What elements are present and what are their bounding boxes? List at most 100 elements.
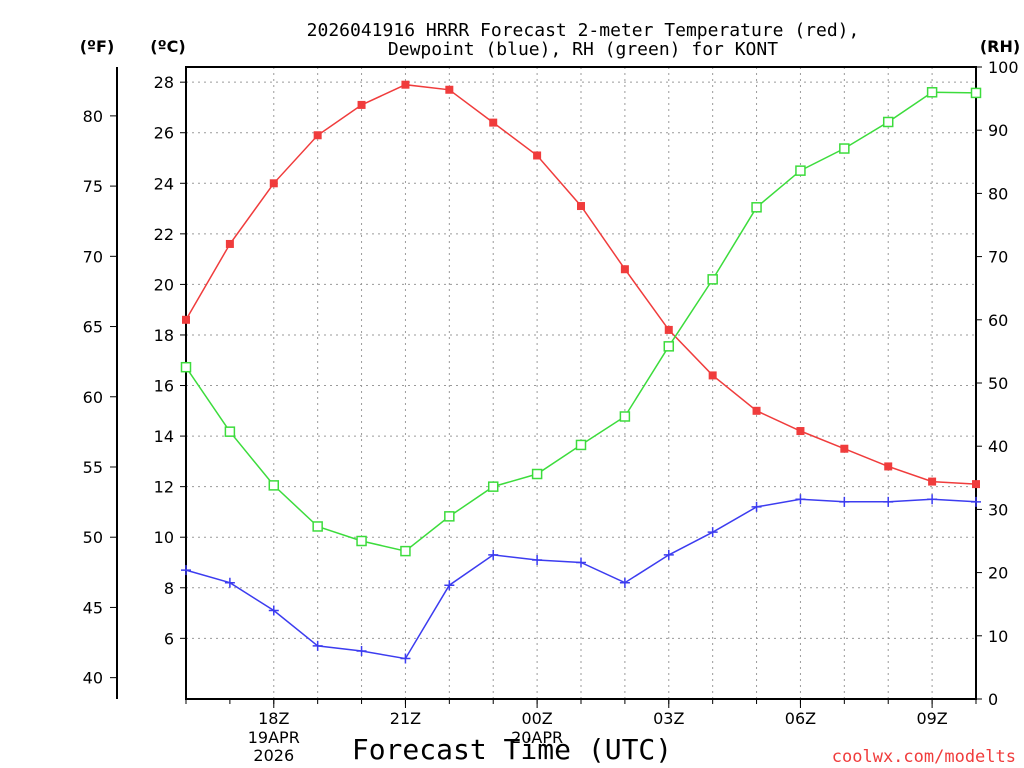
- dewpoint-point: [444, 580, 455, 591]
- rh-tick-label: 30: [988, 500, 1008, 519]
- temperature-point: [182, 315, 190, 324]
- watermark: coolwx.com/modelts: [832, 747, 1016, 767]
- chart-title-line2: Dewpoint (blue), RH (green) for KONT: [388, 39, 778, 60]
- temperature-point: [796, 427, 805, 436]
- rh-point: [926, 87, 938, 98]
- rh-point: [751, 202, 762, 213]
- celsius-tick-label: 20: [154, 275, 174, 294]
- rh-point: [882, 116, 894, 128]
- fahrenheit-tick-label: 70: [83, 247, 103, 266]
- rh-point: [795, 165, 806, 176]
- temperature-point: [620, 265, 629, 274]
- rh-unit-label: (RH): [980, 37, 1020, 56]
- fahrenheit-tick-label: 50: [83, 528, 103, 547]
- dewpoint-point: [181, 565, 191, 576]
- celsius-tick-label: 24: [154, 174, 174, 193]
- temperature-point: [577, 202, 585, 211]
- dewpoint-point: [707, 527, 718, 538]
- temperature-point: [752, 406, 761, 415]
- dewpoint-point: [400, 653, 411, 664]
- rh-tick-label: 0: [988, 690, 998, 709]
- rh-point: [444, 511, 455, 522]
- celsius-tick-label: 12: [154, 478, 174, 497]
- dewpoint-point: [488, 549, 499, 560]
- temperature-point: [928, 477, 937, 486]
- celsius-tick-label: 26: [154, 124, 174, 143]
- celsius-tick-label: 10: [154, 528, 174, 547]
- temperature-point: [357, 100, 366, 109]
- x-tick-label: 06Z: [785, 709, 816, 728]
- temperature-point: [664, 325, 673, 334]
- rh-point: [400, 545, 411, 557]
- temperature-point: [313, 131, 322, 140]
- x-tick-label: 18Z: [258, 709, 289, 728]
- dewpoint-point: [576, 557, 586, 568]
- rh-point: [224, 426, 236, 437]
- dewpoint-point: [224, 577, 235, 588]
- rh-point: [531, 468, 543, 480]
- celsius-tick-label: 22: [154, 225, 174, 244]
- celsius-tick-label: 28: [154, 73, 174, 92]
- dewpoint-point: [663, 549, 674, 560]
- chart-title-line1: 2026041916 HRRR Forecast 2-meter Tempera…: [307, 20, 860, 41]
- x-tick-label: 21Z: [390, 709, 421, 728]
- celsius-tick-label: 8: [164, 579, 174, 598]
- temperature-point: [533, 151, 542, 160]
- x-tick-year-label: 2026: [253, 746, 294, 765]
- rh-tick-label: 40: [988, 437, 1008, 456]
- fahrenheit-unit-label: (ºF): [80, 37, 115, 56]
- dewpoint-point: [619, 577, 630, 588]
- dewpoint-point: [839, 496, 850, 507]
- rh-point: [707, 274, 718, 285]
- temperature-point: [972, 480, 980, 489]
- dewpoint-point: [356, 645, 367, 656]
- rh-point: [575, 439, 587, 451]
- rh-tick-label: 10: [988, 627, 1008, 646]
- fahrenheit-tick-label: 40: [83, 669, 103, 688]
- fahrenheit-tick-label: 65: [83, 318, 103, 337]
- rh-tick-label: 50: [988, 374, 1008, 393]
- temperature-point: [708, 371, 717, 380]
- rh-tick-label: 100: [988, 58, 1019, 77]
- temperature-point: [445, 85, 454, 94]
- rh-tick-label: 90: [988, 121, 1008, 140]
- rh-tick-label: 20: [988, 564, 1008, 583]
- fahrenheit-tick-label: 80: [83, 107, 103, 126]
- dewpoint-point: [312, 640, 323, 651]
- rh-point: [180, 361, 192, 373]
- dewpoint-point: [795, 494, 806, 505]
- temperature-point: [225, 239, 234, 248]
- plot-frame: [185, 66, 977, 700]
- x-tick-label: 00Z: [521, 709, 552, 728]
- axes-layer: 6 8 10 12 14 16 18 20 22 24 26 28 40 45 50 55 60 65 70 75 80…: [83, 58, 1019, 765]
- rh-point: [312, 521, 323, 532]
- celsius-tick-label: 14: [154, 427, 174, 446]
- rh-point: [619, 411, 631, 422]
- x-tick-date-label: 19APR: [248, 728, 300, 747]
- fahrenheit-tick-label: 45: [83, 598, 103, 617]
- series-layer: [180, 80, 982, 664]
- x-axis-title: Forecast Time (UTC): [352, 733, 672, 766]
- dewpoint-point: [927, 494, 938, 505]
- rh-point: [268, 480, 280, 491]
- rh-tick-label: 80: [988, 184, 1008, 203]
- rh-point: [487, 481, 499, 492]
- rh-point: [970, 87, 982, 99]
- celsius-tick-label: 6: [164, 629, 174, 648]
- grid-layer: [186, 67, 976, 699]
- celsius-tick-label: 16: [154, 377, 174, 396]
- rh-tick-label: 70: [988, 248, 1008, 267]
- x-tick-date-label: 20APR: [511, 728, 563, 747]
- rh-point: [663, 341, 675, 352]
- temperature-point: [401, 80, 410, 89]
- temperature-point: [489, 118, 498, 127]
- rh-point: [839, 143, 850, 154]
- dewpoint-point: [883, 496, 894, 507]
- temperature-point: [884, 462, 893, 471]
- dewpoint-point: [532, 554, 543, 565]
- fahrenheit-tick-label: 60: [83, 388, 103, 407]
- dewpoint-point: [751, 501, 762, 512]
- x-tick-label: 03Z: [653, 709, 684, 728]
- temperature-point: [840, 444, 849, 453]
